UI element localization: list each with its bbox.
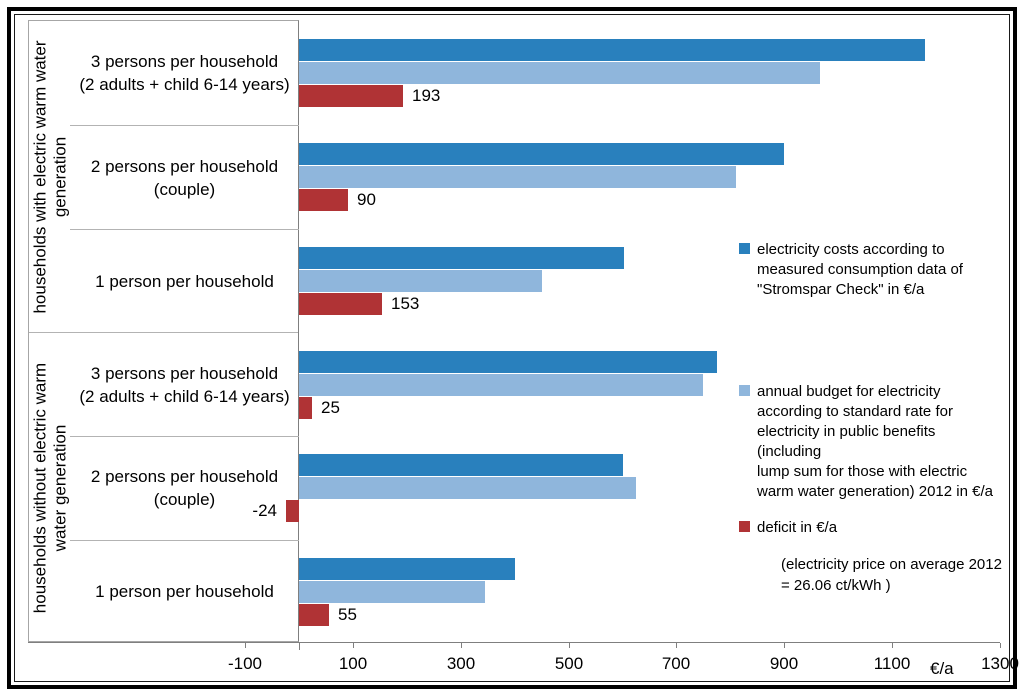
deficit-bar [299,189,348,211]
measured-bar [299,143,784,165]
deficit-value-label: 55 [338,604,357,624]
group-axis-label: households without electric warm water g… [29,333,70,642]
x-axis-line [28,642,1000,643]
x-axis-tick [1000,643,1001,648]
bar-row: 90 [299,124,1000,228]
category-label: 2 persons per household (couple) [70,125,299,229]
group-axis-label-text: households without electric warm water g… [30,362,69,613]
category-label: 2 persons per household (couple) [70,436,299,539]
group-axis-label: households with electric warm water gene… [29,21,70,333]
category-label: 1 person per household [70,229,299,333]
deficit-value-label: 153 [391,294,420,313]
plot-area: 193 90 153 25 -24 55 [252,20,1000,642]
legend-entry-measured: electricity costs according to measured … [739,240,1001,300]
measured-bar [299,247,624,269]
legend-swatch-deficit-icon [739,521,750,532]
x-axis-tick [461,643,462,648]
measured-bar [299,454,623,477]
deficit-bar [299,85,403,107]
category-label: 3 persons per household (2 adults + chil… [79,363,290,406]
x-axis-tick-label: 1100 [873,654,911,673]
x-axis-tick [784,643,785,648]
x-axis-tick-label: 500 [554,654,584,673]
bar-row: -24 [252,435,1000,538]
budget-bar [299,580,485,603]
deficit-value-label: 193 [412,86,441,105]
legend-label-measured: electricity costs according to measured … [757,241,963,298]
category-label: 1 person per household [70,539,299,643]
x-axis-tick-label: 700 [661,654,691,673]
x-axis-tick [892,643,893,648]
group-axis-label-text: households with electric warm water gene… [30,40,69,314]
budget-bar [299,62,820,84]
deficit-bar [299,397,312,419]
deficit-value-label: 90 [357,190,376,209]
legend-label-deficit: deficit in €/a [757,519,838,536]
budget-bar [299,477,636,500]
deficit-bar [286,500,299,523]
budget-bar [299,374,703,396]
x-axis-tick [676,643,677,648]
bar-row: 153 [299,228,1000,332]
legend-label-budget: annual budget for electricity according … [757,383,993,500]
budget-bar [299,270,542,292]
x-axis-zero-tick [299,643,300,650]
legend-swatch-budget-icon [739,385,750,396]
legend-swatch-measured-icon [739,243,750,254]
deficit-value-label: -24 [252,501,277,521]
x-axis-tick [245,643,246,648]
category-label: 3 persons per household (2 adults + chil… [79,52,290,94]
group-with-electric-warm-water: households with electric warm water gene… [29,21,299,333]
x-axis-tick-label: -100 [227,654,263,673]
deficit-bar [299,603,329,626]
x-axis-tick-label: 300 [446,654,476,673]
legend-entry-deficit: deficit in €/a [739,518,1001,538]
x-axis-tick [353,643,354,648]
deficit-value-label: 25 [321,398,340,417]
measured-bar [299,351,717,373]
x-axis-tick [569,643,570,648]
legend-entry-budget: annual budget for electricity according … [739,382,1001,502]
bar-row: 193 [299,20,1000,124]
bar-row: 55 [299,539,1000,642]
x-axis-unit-label: €/a [930,659,954,678]
measured-bar [299,557,515,580]
x-axis-tick-label: 100 [338,654,368,673]
budget-bar [299,166,736,188]
deficit-bar [299,293,382,315]
x-axis-tick-label: 900 [769,654,799,673]
measured-bar [299,39,925,61]
bar-row: 25 [299,332,1000,435]
x-axis-tick-label: 1300 [981,654,1019,673]
x-axis: €/a -100 100 300 500 700 900 1100 1300 [28,642,1019,692]
category-axis-labels: households with electric warm water gene… [28,20,299,642]
group-without-electric-warm-water: households without electric warm water g… [29,332,299,643]
price-note: (electricity price on average 2012 = 26.… [781,556,1002,594]
